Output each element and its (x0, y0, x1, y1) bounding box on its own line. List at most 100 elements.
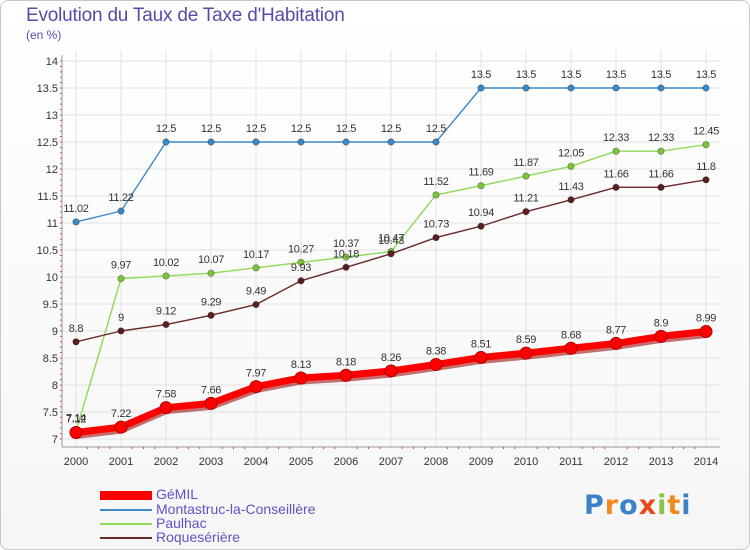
data-label: 7.66 (201, 384, 221, 396)
data-point (387, 250, 395, 258)
data-label: 9 (118, 312, 124, 324)
data-label: 11.02 (63, 203, 88, 215)
logo-letter: P (584, 490, 605, 521)
data-point (567, 162, 575, 170)
y-tick-label: 14 (46, 56, 58, 68)
data-point (609, 336, 623, 350)
x-tick-label: 2013 (649, 456, 673, 468)
data-point (477, 84, 485, 92)
data-point (654, 329, 668, 343)
data-point (612, 84, 620, 92)
data-point (657, 84, 665, 92)
data-point (567, 196, 575, 204)
axes: 77.588.599.51010.51111.51212.51313.51420… (37, 55, 720, 468)
data-label: 10.73 (423, 219, 449, 231)
data-point (702, 176, 710, 184)
y-tick-label: 9.5 (43, 299, 58, 311)
data-point (162, 320, 170, 329)
data-label: 7.58 (156, 389, 176, 401)
data-point (249, 380, 263, 394)
data-label: 8.99 (696, 313, 716, 325)
data-point (342, 263, 350, 271)
x-tick-label: 2005 (289, 456, 313, 468)
data-label: 12.33 (603, 132, 629, 144)
data-point (342, 138, 350, 146)
data-point (432, 191, 440, 199)
data-label: 11.43 (558, 181, 583, 193)
data-label: 13.5 (561, 69, 581, 81)
legend-label: GéMIL (156, 486, 199, 502)
data-point (567, 84, 575, 92)
data-point (699, 325, 713, 339)
y-tick-label: 8 (52, 380, 58, 392)
data-point (297, 277, 305, 285)
data-label: 9.29 (201, 296, 221, 308)
series-gemil (69, 325, 713, 440)
data-label: 7.14 (66, 412, 86, 424)
y-tick-label: 7 (52, 434, 58, 446)
x-tick-label: 2012 (604, 456, 628, 468)
legend-label: Montastruc-la-Conseillère (156, 501, 316, 517)
x-tick-label: 2004 (244, 456, 268, 468)
data-label: 8.59 (516, 334, 536, 346)
data-label: 11.66 (603, 168, 628, 180)
data-label: 13.5 (516, 69, 536, 81)
data-label: 9.49 (246, 286, 266, 298)
data-point (612, 147, 620, 155)
data-label: 8.68 (561, 329, 581, 341)
data-label: 12.45 (693, 126, 719, 138)
data-label: 13.5 (606, 69, 626, 81)
data-label: 8.51 (471, 338, 491, 350)
data-label: 11.22 (108, 192, 133, 204)
data-point (204, 396, 218, 410)
data-point (252, 264, 260, 272)
y-tick-label: 13.5 (37, 83, 58, 95)
x-tick-label: 2003 (199, 456, 223, 468)
data-point (384, 364, 398, 378)
data-point (477, 222, 485, 230)
chart-subtitle: (en %) (26, 28, 62, 42)
data-point (702, 141, 710, 149)
data-point (477, 182, 485, 190)
data-label: 10.94 (468, 207, 494, 219)
data-label: 7.22 (111, 408, 131, 420)
x-tick-label: 2002 (154, 456, 178, 468)
series-montastruc-la-conseillere (72, 84, 710, 226)
data-point (252, 138, 260, 146)
data-label: 12.05 (558, 147, 584, 159)
data-label: 10.17 (243, 249, 269, 261)
data-label: 10.43 (378, 235, 404, 247)
data-label: 9.97 (111, 260, 131, 272)
data-point (297, 138, 305, 146)
data-point (162, 272, 170, 280)
x-tick-label: 2014 (694, 456, 718, 468)
x-tick-label: 2011 (559, 456, 583, 468)
data-label: 10.02 (153, 257, 179, 269)
data-point (522, 208, 530, 216)
data-label: 12.5 (291, 123, 311, 135)
data-point (294, 371, 308, 385)
y-tick-label: 12 (46, 164, 58, 176)
data-label: 13.5 (471, 69, 491, 81)
data-label: 11.52 (423, 176, 448, 188)
x-tick-label: 2001 (109, 456, 133, 468)
proxiti-logo: Proxiti (584, 490, 692, 521)
data-label: 11.8 (696, 161, 716, 173)
data-label: 10.18 (333, 248, 359, 260)
logo-letter: r (604, 490, 620, 521)
data-label: 12.33 (648, 132, 674, 144)
y-tick-label: 8.5 (43, 353, 58, 365)
data-point (117, 207, 125, 215)
data-label: 7.12 (66, 414, 86, 426)
legend-swatch (100, 509, 152, 511)
data-point (297, 258, 305, 267)
data-label: 12.5 (336, 123, 356, 135)
data-label: 12.5 (381, 123, 401, 135)
x-tick-label: 2008 (424, 456, 448, 468)
logo-letter: o (619, 490, 639, 521)
data-point (432, 138, 440, 146)
data-point (612, 183, 620, 191)
data-point (207, 138, 215, 146)
